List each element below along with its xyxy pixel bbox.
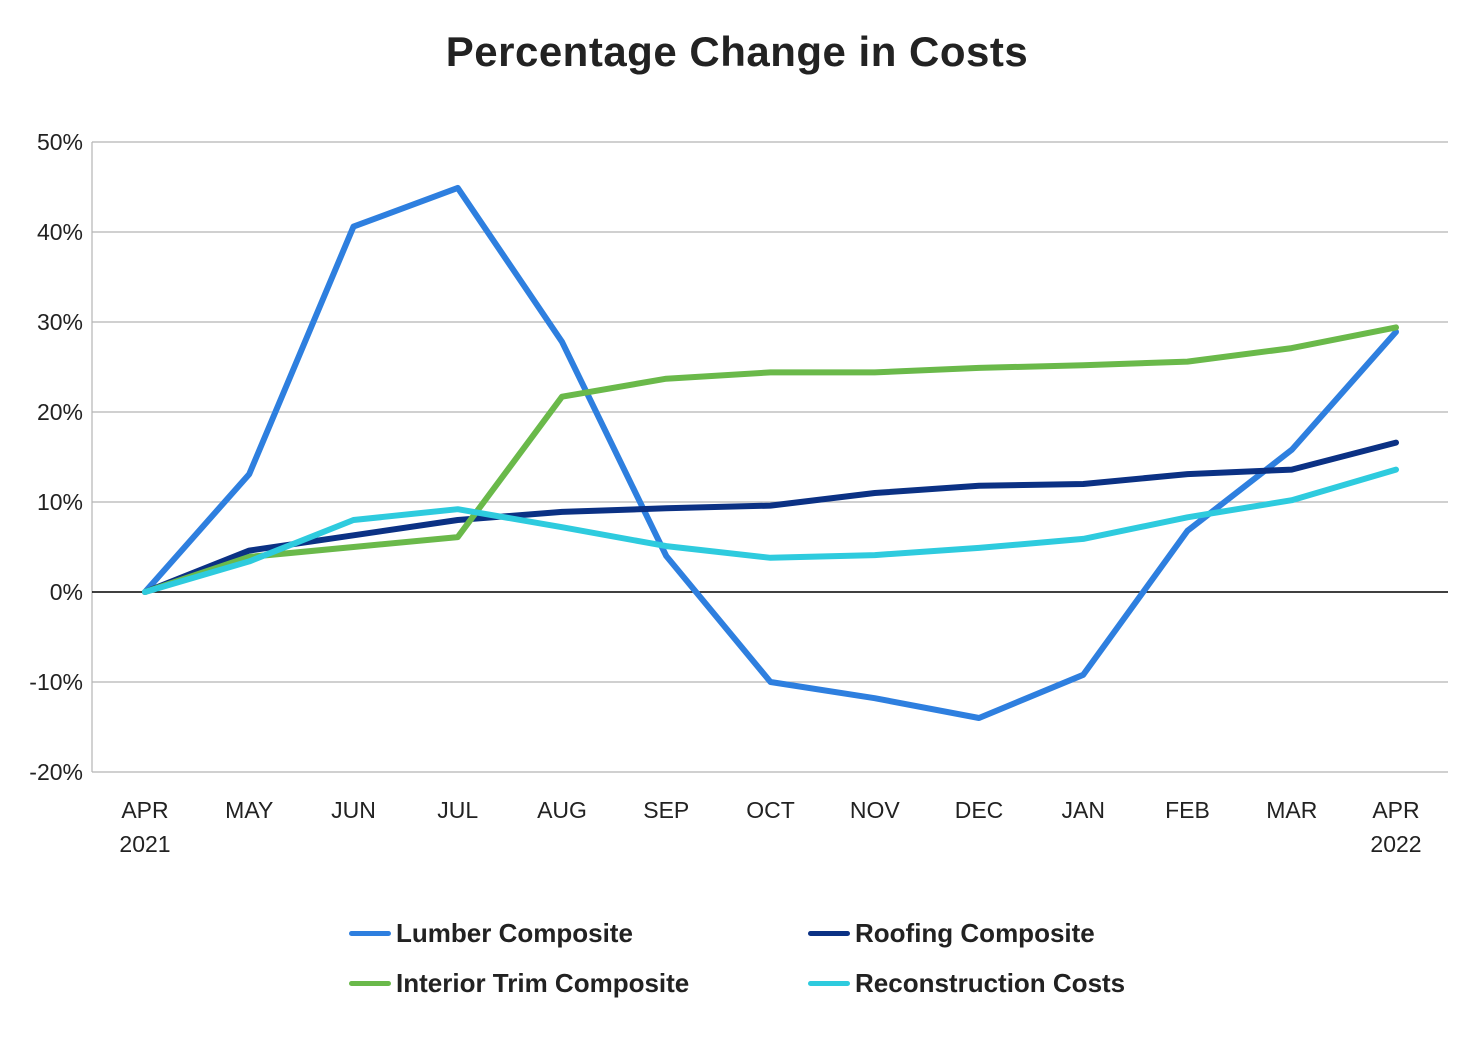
x-tick-label: AUG [537,797,587,823]
y-tick-label: 0% [50,579,83,605]
x-tick-label: JUN [331,797,376,823]
legend-label: Roofing Composite [855,918,1095,948]
x-tick-label: DEC [955,797,1004,823]
x-tick-label: FEB [1165,797,1210,823]
legend-swatch [349,931,391,936]
x-tick-label: SEP [643,797,689,823]
series-line-lumber-composite [142,184,1399,721]
y-tick-label: 50% [37,129,83,155]
x-tick-label: 2021 [119,831,170,857]
legend-label: Lumber Composite [396,918,633,948]
y-tick-label: -20% [29,759,83,785]
legend-item-roofing: Roofing Composite [808,918,1095,949]
x-tick-label: MAR [1266,797,1317,823]
chart-title: Percentage Change in Costs [445,28,1029,75]
x-tick-label: 2022 [1370,831,1421,857]
legend-swatch [808,981,850,986]
legend-item-lumber: Lumber Composite [349,918,633,949]
x-tick-label: NOV [850,797,901,823]
legend-label: Interior Trim Composite [396,968,690,998]
legend-item-reconstruction: Reconstruction Costs [808,968,1125,999]
series-line-reconstruction-costs [142,466,1399,595]
legend-swatch [349,981,391,986]
legend-label: Reconstruction Costs [855,968,1126,998]
x-tick-label: APR [1372,797,1419,823]
y-tick-label: 20% [37,399,83,425]
x-tick-label: JUL [437,797,478,823]
y-tick-label: 40% [37,219,83,245]
x-tick-label: OCT [746,797,795,823]
x-tick-label: APR [121,797,168,823]
legend-item-interior-trim: Interior Trim Composite [349,968,689,999]
y-tick-label: 30% [37,309,83,335]
x-tick-label: JAN [1062,797,1105,823]
y-tick-label: -10% [29,669,83,695]
series-line-interior-trim-composite [142,324,1399,595]
x-tick-label: MAY [225,797,273,823]
legend-swatch [808,931,850,936]
y-tick-label: 10% [37,489,83,515]
